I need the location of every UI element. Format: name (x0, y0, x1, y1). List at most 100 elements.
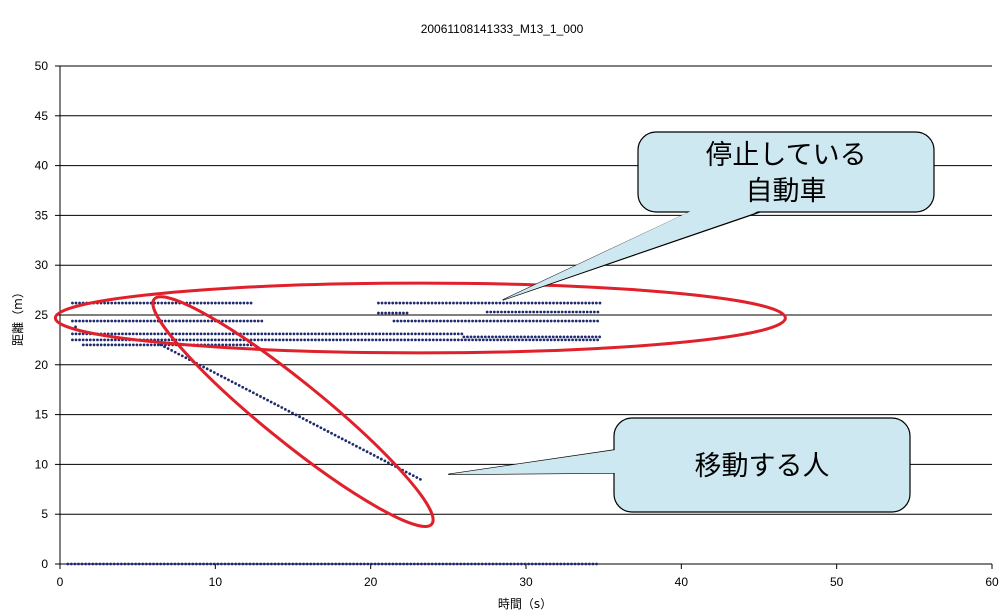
data-point (206, 319, 210, 323)
data-point (559, 301, 563, 305)
data-point (66, 562, 70, 566)
data-point (525, 310, 528, 314)
data-point (492, 338, 496, 342)
data-point (188, 301, 192, 305)
data-point (216, 372, 220, 376)
data-point (378, 332, 382, 336)
data-point (203, 338, 207, 342)
data-point (346, 332, 349, 336)
data-point (502, 562, 506, 566)
data-point (180, 562, 184, 566)
data-point (591, 335, 594, 339)
data-point (549, 338, 553, 342)
data-point (99, 319, 103, 323)
data-point (196, 332, 199, 336)
data-point (320, 562, 323, 566)
data-point (266, 398, 269, 402)
data-point (585, 310, 589, 314)
data-point (237, 562, 241, 566)
data-point (507, 310, 510, 314)
data-point (398, 301, 402, 305)
data-point (113, 332, 117, 336)
data-point (323, 562, 327, 566)
data-point (78, 338, 81, 342)
data-point (491, 301, 495, 305)
data-point (231, 319, 235, 323)
data-point (319, 426, 323, 430)
x-axis-title: 時間（s） (498, 597, 552, 611)
data-point (105, 562, 109, 566)
data-point (460, 332, 464, 336)
data-point (217, 338, 221, 342)
data-point (91, 562, 95, 566)
data-point (169, 562, 173, 566)
data-point (231, 343, 235, 347)
data-point (556, 338, 560, 342)
data-point (516, 335, 519, 339)
data-point (385, 338, 389, 342)
data-point (317, 338, 321, 342)
data-point (227, 562, 230, 566)
data-point (312, 562, 316, 566)
data-point (577, 301, 580, 305)
callout-tail-fill (502, 211, 759, 301)
data-point (464, 338, 467, 342)
data-point (384, 311, 387, 315)
data-point (248, 562, 252, 566)
data-point (213, 301, 217, 305)
data-point (167, 319, 171, 323)
data-point (469, 301, 473, 305)
data-point (255, 393, 259, 397)
data-point (516, 301, 520, 305)
data-point (384, 301, 387, 305)
data-point (491, 335, 494, 339)
data-point (131, 332, 135, 336)
data-point (110, 332, 114, 336)
data-point (471, 338, 474, 342)
data-point (537, 301, 541, 305)
data-point (328, 338, 332, 342)
data-point (545, 562, 548, 566)
data-point (238, 338, 242, 342)
data-point (135, 332, 139, 336)
data-point (470, 562, 473, 566)
data-point (106, 319, 110, 323)
data-point (235, 338, 239, 342)
data-point (423, 562, 427, 566)
x-tick-label: 60 (985, 575, 999, 589)
data-point (453, 332, 457, 336)
data-point (570, 562, 573, 566)
data-point (239, 343, 242, 347)
data-point (242, 343, 246, 347)
data-point (553, 319, 557, 323)
data-point (249, 301, 253, 305)
data-point (381, 338, 385, 342)
data-point (209, 562, 213, 566)
data-point (124, 332, 128, 336)
data-point (155, 562, 159, 566)
data-point (210, 301, 214, 305)
data-point (527, 562, 531, 566)
data-point (334, 562, 338, 566)
data-point (127, 562, 130, 566)
data-point (267, 338, 271, 342)
x-tick-label: 30 (519, 575, 533, 589)
data-point (462, 562, 466, 566)
callout-box (637, 131, 935, 213)
data-point (434, 301, 437, 305)
data-point (139, 343, 142, 347)
data-point (523, 335, 526, 339)
data-point (380, 301, 384, 305)
data-point (537, 335, 541, 339)
data-point (555, 562, 559, 566)
data-point (546, 338, 549, 342)
data-point (142, 301, 146, 305)
data-point (523, 562, 527, 566)
data-point (564, 338, 567, 342)
data-point (185, 338, 189, 342)
data-point (405, 311, 409, 315)
data-point (560, 319, 564, 323)
data-point (78, 319, 81, 323)
data-point (313, 338, 317, 342)
data-point (138, 319, 142, 323)
